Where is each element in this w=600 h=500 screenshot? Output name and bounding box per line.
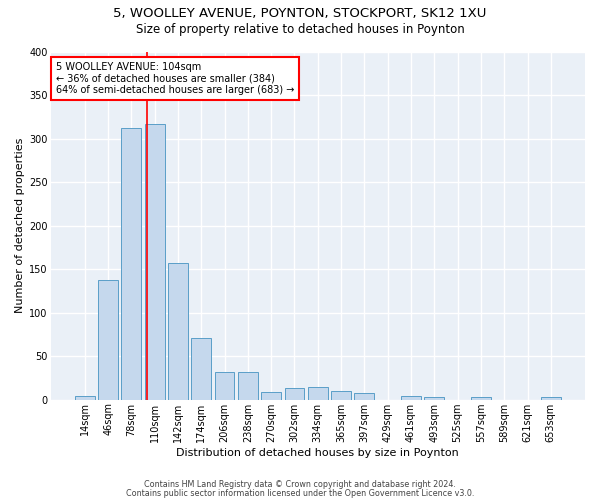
Bar [191, 338, 211, 400]
Bar [261, 392, 281, 400]
Bar [98, 280, 118, 400]
Bar [121, 128, 141, 400]
Bar [471, 397, 491, 400]
Bar [308, 388, 328, 400]
Bar [168, 263, 188, 400]
Text: Contains HM Land Registry data © Crown copyright and database right 2024.: Contains HM Land Registry data © Crown c… [144, 480, 456, 489]
Bar [215, 372, 235, 400]
Bar [401, 396, 421, 400]
Bar [75, 396, 95, 400]
Text: 5 WOOLLEY AVENUE: 104sqm
← 36% of detached houses are smaller (384)
64% of semi-: 5 WOOLLEY AVENUE: 104sqm ← 36% of detach… [56, 62, 294, 95]
Text: Size of property relative to detached houses in Poynton: Size of property relative to detached ho… [136, 22, 464, 36]
X-axis label: Distribution of detached houses by size in Poynton: Distribution of detached houses by size … [176, 448, 459, 458]
Bar [541, 397, 561, 400]
Y-axis label: Number of detached properties: Number of detached properties [15, 138, 25, 314]
Bar [355, 392, 374, 400]
Text: Contains public sector information licensed under the Open Government Licence v3: Contains public sector information licen… [126, 488, 474, 498]
Text: 5, WOOLLEY AVENUE, POYNTON, STOCKPORT, SK12 1XU: 5, WOOLLEY AVENUE, POYNTON, STOCKPORT, S… [113, 8, 487, 20]
Bar [238, 372, 258, 400]
Bar [331, 391, 351, 400]
Bar [424, 397, 444, 400]
Bar [145, 124, 164, 400]
Bar [284, 388, 304, 400]
